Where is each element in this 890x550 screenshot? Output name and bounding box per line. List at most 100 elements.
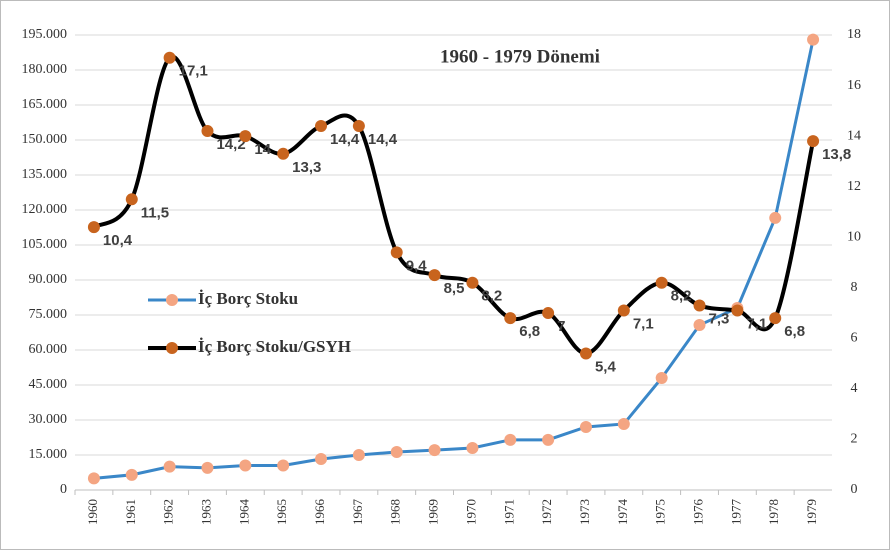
- data-label: 8,2: [671, 288, 692, 305]
- y-tick-label: 90.000: [29, 272, 68, 287]
- legend-label: İç Borç Stoku/GSYH: [198, 337, 351, 356]
- legend-marker: [166, 294, 178, 306]
- marker: [655, 372, 668, 384]
- data-label: 14,4: [368, 131, 398, 148]
- data-label: 11,5: [141, 204, 169, 221]
- data-label: 8,5: [444, 280, 465, 297]
- y-tick-label: 180.000: [22, 62, 68, 77]
- y2-tick-label: 6: [851, 331, 858, 346]
- marker: [769, 211, 782, 224]
- marker: [277, 459, 290, 472]
- marker: [542, 307, 555, 320]
- y-tick-label: 75.000: [29, 307, 68, 322]
- chart-title: 1960 - 1979 Dönemi: [440, 46, 600, 67]
- marker: [655, 276, 668, 289]
- y-tick-label: 165.000: [22, 97, 68, 112]
- y2-tick-label: 2: [851, 432, 858, 447]
- x-tick-label: 1963: [198, 499, 213, 525]
- y2-tick-label: 16: [847, 78, 861, 93]
- marker: [239, 459, 252, 472]
- legend-marker: [166, 342, 178, 354]
- data-label: 7,3: [709, 310, 730, 327]
- marker: [807, 135, 820, 148]
- y2-tick-label: 4: [851, 381, 858, 396]
- marker: [579, 421, 592, 433]
- marker: [617, 304, 630, 317]
- y2-tick-label: 14: [847, 128, 861, 143]
- x-tick-label: 1975: [653, 499, 668, 525]
- y-tick-label: 30.000: [29, 412, 68, 427]
- legend-label: İç Borç Stoku: [198, 289, 298, 308]
- x-tick-label: 1977: [728, 499, 743, 526]
- y-tick-label: 150.000: [22, 132, 68, 147]
- data-label: 13,3: [292, 159, 321, 176]
- marker: [315, 120, 328, 132]
- data-label: 5,4: [595, 358, 617, 375]
- marker: [125, 468, 138, 481]
- y2-tick-label: 10: [847, 229, 861, 244]
- y-tick-label: 120.000: [22, 202, 68, 217]
- marker: [542, 433, 555, 446]
- marker: [617, 417, 630, 430]
- marker: [504, 312, 517, 325]
- data-label: 6,8: [784, 323, 805, 340]
- marker: [731, 304, 744, 317]
- x-tick-label: 1964: [236, 499, 251, 526]
- data-label: 14,2: [216, 136, 245, 153]
- x-tick-label: 1976: [691, 499, 706, 526]
- x-tick-label: 1962: [161, 499, 176, 525]
- marker: [277, 147, 290, 160]
- x-tick-label: 1969: [426, 499, 441, 525]
- x-tick-label: 1966: [312, 499, 327, 526]
- x-tick-label: 1971: [501, 499, 516, 525]
- x-tick-label: 1970: [463, 499, 478, 525]
- marker: [201, 461, 214, 474]
- y-tick-label: 135.000: [22, 167, 68, 182]
- y-tick-label: 45.000: [29, 377, 68, 392]
- marker: [466, 276, 479, 289]
- x-tick-label: 1967: [350, 499, 365, 526]
- y2-tick-label: 12: [847, 179, 861, 194]
- data-label: 14,4: [330, 131, 360, 148]
- x-tick-label: 1968: [388, 499, 403, 525]
- marker: [125, 193, 138, 206]
- marker: [352, 449, 365, 461]
- marker: [504, 433, 517, 446]
- x-tick-label: 1974: [615, 499, 630, 526]
- x-tick-label: 1973: [577, 499, 592, 525]
- marker: [87, 221, 100, 234]
- marker: [201, 125, 214, 138]
- marker: [579, 347, 592, 360]
- marker: [390, 246, 403, 259]
- y-tick-label: 0: [60, 482, 67, 497]
- marker: [428, 444, 441, 457]
- y-tick-label: 60.000: [29, 342, 68, 357]
- marker: [163, 460, 176, 473]
- marker: [807, 33, 820, 46]
- marker: [390, 445, 403, 458]
- marker: [87, 472, 100, 485]
- data-label: 7: [557, 318, 565, 335]
- x-tick-label: 1961: [123, 499, 138, 525]
- y2-tick-label: 18: [847, 27, 861, 42]
- y-tick-label: 195.000: [22, 27, 68, 42]
- marker: [693, 299, 706, 312]
- x-tick-label: 1965: [274, 499, 289, 525]
- marker: [315, 452, 328, 465]
- marker: [352, 120, 365, 132]
- x-tick-label: 1960: [85, 499, 100, 525]
- data-label: 8,2: [481, 288, 502, 305]
- marker: [693, 319, 706, 332]
- x-tick-label: 1978: [766, 499, 781, 525]
- data-label: 13,8: [822, 146, 851, 163]
- data-label: 9,4: [406, 257, 428, 274]
- data-label: 6,8: [519, 323, 540, 340]
- marker: [466, 442, 479, 454]
- marker: [769, 312, 782, 325]
- data-label: 10,4: [103, 232, 133, 249]
- y2-tick-label: 0: [851, 482, 858, 497]
- marker: [428, 269, 441, 282]
- y-tick-label: 15.000: [29, 447, 68, 462]
